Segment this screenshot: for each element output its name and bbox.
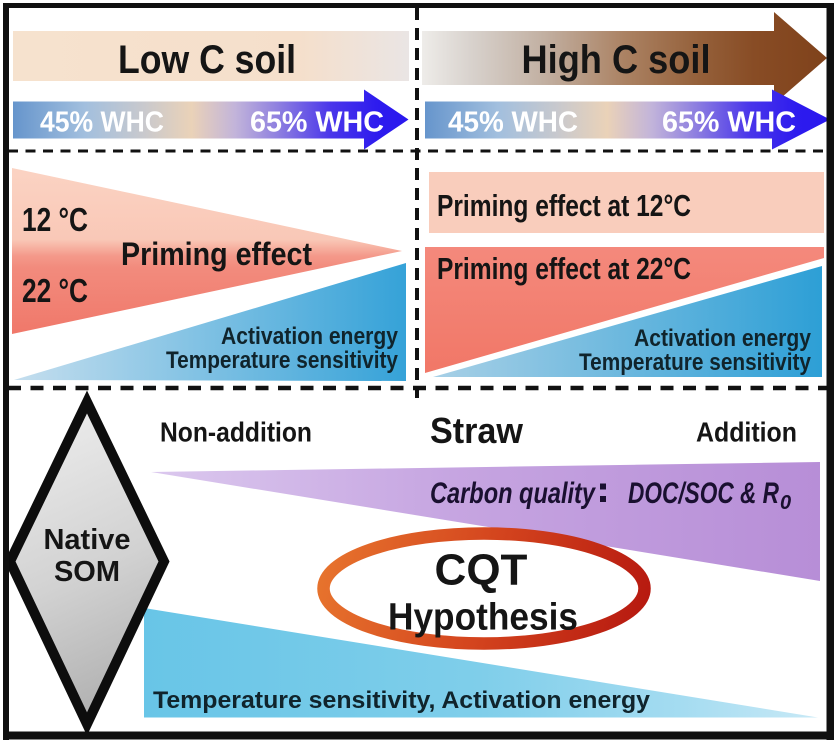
svg-text:Hypothesis: Hypothesis <box>388 597 578 639</box>
svg-text:High C soil: High C soil <box>522 38 711 82</box>
svg-text:SOM: SOM <box>54 556 120 588</box>
svg-text:Temperature sensitivity: Temperature sensitivity <box>579 349 812 376</box>
svg-text:Straw: Straw <box>430 410 524 451</box>
svg-text:Native: Native <box>43 524 130 556</box>
svg-text:DOC/SOC & R: DOC/SOC & R <box>628 477 779 510</box>
svg-text:Addition: Addition <box>696 417 797 448</box>
svg-text:Activation energy: Activation energy <box>634 325 812 352</box>
svg-text:45% WHC: 45% WHC <box>448 107 578 139</box>
svg-text:Priming effect: Priming effect <box>121 236 312 272</box>
svg-text:CQT: CQT <box>435 546 528 595</box>
svg-text:Priming effect at 12°C: Priming effect at 12°C <box>437 188 691 223</box>
svg-text:Low C soil: Low C soil <box>118 38 296 82</box>
svg-text:Temperature sensitivity, Activ: Temperature sensitivity, Activation ener… <box>153 687 651 714</box>
svg-text:12 °C: 12 °C <box>22 201 88 238</box>
svg-text:45% WHC: 45% WHC <box>40 107 164 139</box>
svg-text:Carbon quality: Carbon quality <box>430 477 596 510</box>
svg-text:0: 0 <box>780 492 791 514</box>
svg-text:22 °C: 22 °C <box>22 272 88 309</box>
svg-text:Temperature sensitivity: Temperature sensitivity <box>166 347 399 374</box>
svg-text:Non-addition: Non-addition <box>160 417 312 448</box>
svg-text:65% WHC: 65% WHC <box>250 107 384 139</box>
svg-text:65% WHC: 65% WHC <box>662 107 796 139</box>
svg-text:Priming effect at 22°C: Priming effect at 22°C <box>437 251 691 286</box>
svg-text:Activation energy: Activation energy <box>221 323 399 350</box>
